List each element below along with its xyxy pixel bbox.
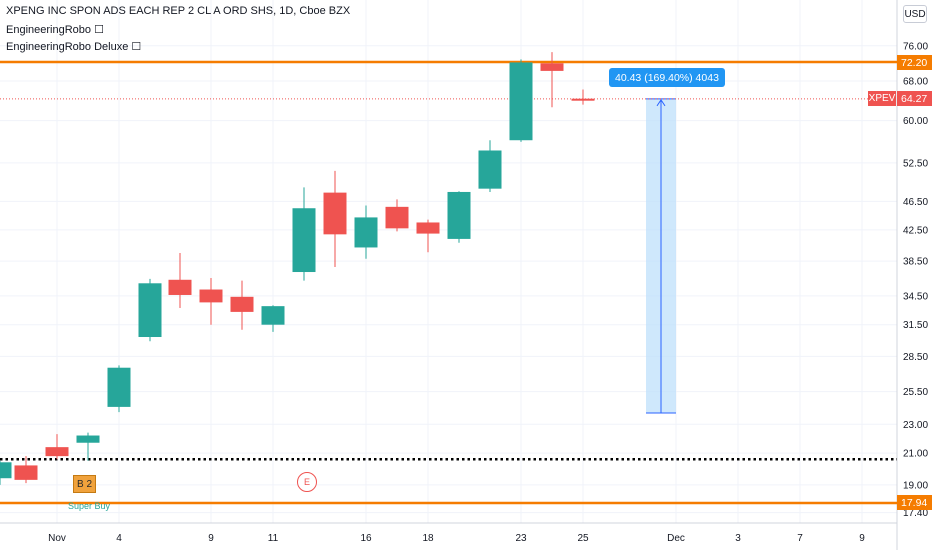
support-price-tag: 17.94: [897, 495, 932, 510]
y-tick-label: 60.00: [903, 116, 928, 127]
candle-up: [261, 306, 285, 325]
buy-signal-label: Super Buy: [68, 501, 111, 511]
measure-label: 40.43 (169.40%) 4043: [609, 68, 725, 87]
x-tick-label: 18: [422, 533, 434, 544]
y-tick-label: 19.00: [903, 480, 928, 491]
candle-up: [138, 283, 162, 338]
y-tick-label: 17.40: [903, 508, 928, 519]
indicator-engineeringrobo-deluxe[interactable]: EngineeringRobo Deluxe ☐: [6, 41, 142, 53]
y-tick-label: 23.00: [903, 420, 928, 431]
candle-up: [107, 367, 131, 407]
x-tick-label: Dec: [667, 533, 685, 544]
y-tick-label: 28.50: [903, 352, 928, 363]
x-tick-label: 25: [577, 533, 589, 544]
y-tick-label: 76.00: [903, 41, 928, 52]
candle-down: [540, 63, 564, 71]
candle-up: [447, 191, 471, 239]
candle-up: [0, 462, 12, 479]
y-tick-label: 68.00: [903, 76, 928, 87]
candle-down: [14, 465, 38, 480]
candle-down: [168, 279, 192, 295]
x-tick-label: 23: [515, 533, 527, 544]
resistance-price-tag: 72.20: [897, 55, 932, 70]
symbol-tag: XPEV: [868, 91, 896, 106]
y-tick-label: 25.50: [903, 387, 928, 398]
symbol-title[interactable]: XPENG INC SPON ADS EACH REP 2 CL A ORD S…: [6, 5, 351, 17]
candle-down: [571, 98, 595, 101]
measure-arrow-head: [656, 98, 666, 107]
x-tick-label: 9: [859, 533, 865, 544]
y-tick-label: 38.50: [903, 257, 928, 268]
candle-up: [509, 62, 533, 141]
earnings-event-marker[interactable]: E: [297, 472, 317, 492]
candle-up: [76, 435, 100, 443]
currency-button[interactable]: USD: [903, 5, 927, 23]
buy-signal-badge[interactable]: B 2: [73, 475, 97, 493]
x-tick-label: 3: [735, 533, 741, 544]
candle-down: [230, 296, 254, 312]
candle-down: [45, 447, 69, 457]
last-price-tag: 64.27: [897, 91, 932, 106]
candle-up: [292, 208, 316, 273]
y-tick-label: 42.50: [903, 225, 928, 236]
y-tick-label: 52.50: [903, 158, 928, 169]
y-tick-label: 21.00: [903, 449, 928, 460]
candle-down: [199, 289, 223, 303]
x-tick-label: 4: [116, 533, 122, 544]
y-tick-label: 34.50: [903, 291, 928, 302]
x-tick-label: 11: [268, 533, 279, 544]
indicator-engineeringrobo[interactable]: EngineeringRobo ☐: [6, 24, 104, 36]
candle-down: [385, 206, 409, 229]
candle-down: [323, 192, 347, 235]
candle-up: [478, 150, 502, 189]
x-tick-label: 9: [208, 533, 214, 544]
x-tick-label: 7: [797, 533, 803, 544]
y-tick-label: 31.50: [903, 320, 928, 331]
x-tick-label: 16: [360, 533, 372, 544]
y-tick-label: 46.50: [903, 197, 928, 208]
x-tick-label: Nov: [48, 533, 66, 544]
candle-up: [354, 217, 378, 248]
candle-down: [416, 222, 440, 234]
